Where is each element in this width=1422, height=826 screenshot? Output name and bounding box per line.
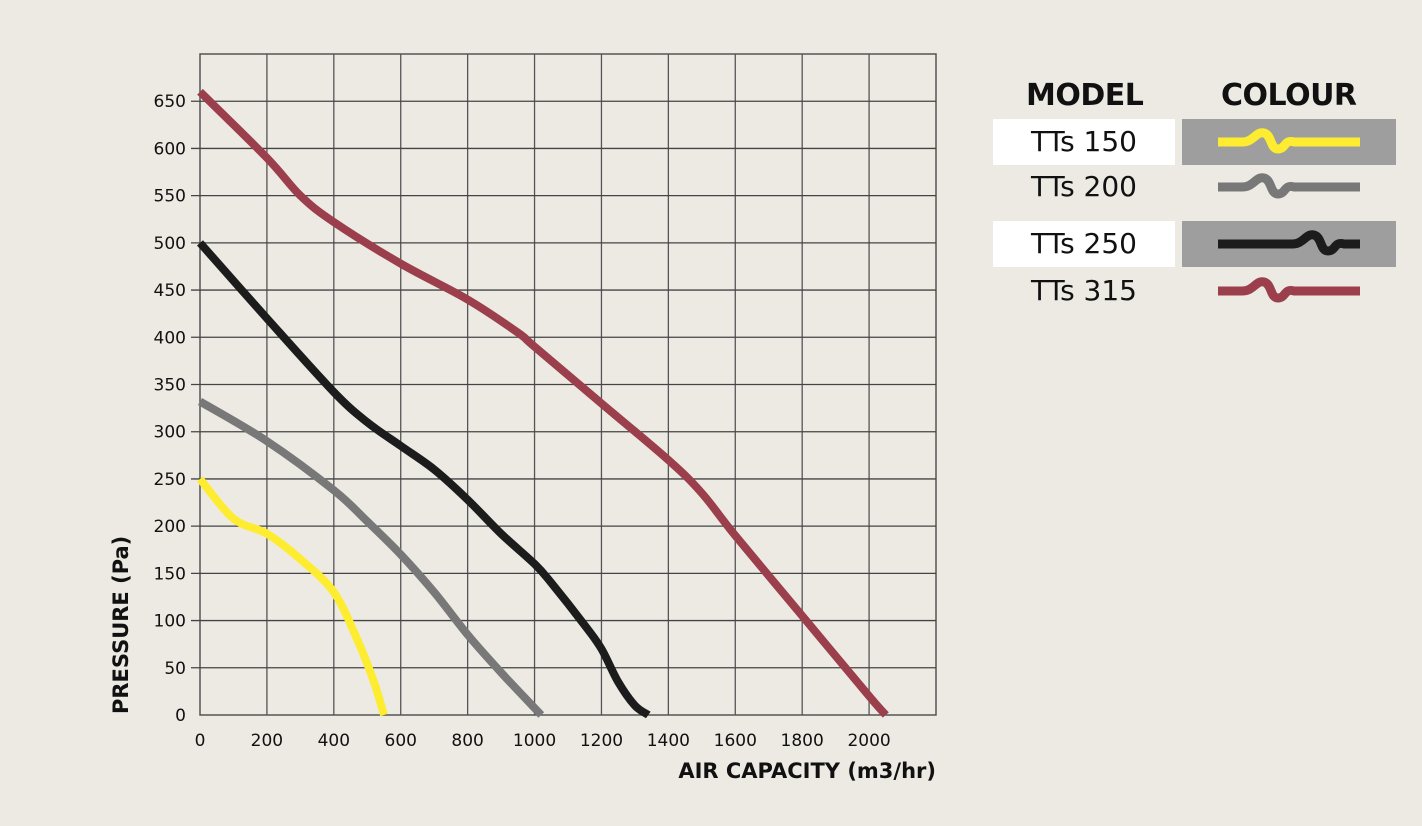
legend-model-label: TTs 200	[1030, 170, 1137, 203]
legend-model-label: TTs 315	[1030, 274, 1137, 307]
y-tick-label: 250	[154, 470, 186, 490]
y-tick-label: 450	[154, 281, 186, 301]
legend-colour-swatch	[1182, 221, 1396, 267]
series-line-tts-315	[197, 88, 889, 718]
y-tick-label: 550	[154, 187, 186, 207]
wavy-line-icon	[1218, 128, 1360, 154]
x-tick-label: 2000	[847, 731, 890, 751]
wavy-line-icon	[1218, 230, 1360, 256]
pressure-capacity-chart: 0 200 400 600 800 1000 1200 1400 1600 1800 2000 0 50…	[109, 53, 937, 783]
y-tick-label: 600	[154, 139, 186, 159]
series-line-tts-150	[196, 476, 388, 717]
legend-colour-header: COLOUR	[1221, 78, 1357, 113]
x-tick-label: 600	[385, 731, 417, 751]
y-tick-label: 100	[154, 612, 186, 632]
series-line-tts-200	[197, 398, 545, 718]
legend-model-label: TTs 150	[993, 119, 1175, 165]
legend-row: TTs 315	[993, 268, 1397, 314]
legend-colour-swatch	[1182, 119, 1396, 165]
x-axis-label: AIR CAPACITY (m3/hr)	[678, 759, 936, 783]
x-tick-label: 800	[451, 731, 483, 751]
legend-colour-swatch	[1182, 268, 1396, 314]
y-tick-label: 150	[154, 564, 186, 584]
x-tick-label: 1200	[580, 731, 623, 751]
legend-colour-swatch	[1182, 164, 1396, 210]
x-tick-label: 200	[251, 731, 283, 751]
x-tick-label: 0	[195, 731, 206, 751]
y-tick-label: 200	[154, 517, 186, 537]
legend-model-header: MODEL	[1026, 78, 1144, 113]
legend-model-label: TTs 250	[993, 221, 1175, 267]
y-tick-label: 300	[154, 423, 186, 443]
y-tick-label: 400	[154, 328, 186, 348]
y-tick-label: 500	[154, 234, 186, 254]
legend-row: TTs 200	[993, 164, 1397, 210]
x-tick-label: 1000	[513, 731, 556, 751]
x-tick-label: 1400	[647, 731, 690, 751]
series-line-tts-250	[197, 240, 651, 719]
y-axis-label: PRESSURE (Pa)	[109, 536, 133, 714]
grid	[191, 53, 937, 716]
y-tick-label: 350	[154, 376, 186, 396]
y-tick-label: 50	[164, 659, 186, 679]
legend-row: TTs 150	[993, 119, 1397, 165]
series-lines	[196, 88, 889, 719]
x-tick-label: 1800	[781, 731, 824, 751]
y-tick-label: 650	[154, 92, 186, 112]
wavy-line-icon	[1218, 277, 1360, 303]
y-tick-label: 0	[175, 706, 186, 726]
wavy-line-icon	[1218, 173, 1360, 199]
x-tick-label: 400	[318, 731, 350, 751]
legend-row: TTs 250	[993, 221, 1397, 267]
tick-labels: 0 200 400 600 800 1000 1200 1400 1600 1800 2000 0 50…	[154, 92, 891, 751]
x-tick-label: 1600	[714, 731, 757, 751]
